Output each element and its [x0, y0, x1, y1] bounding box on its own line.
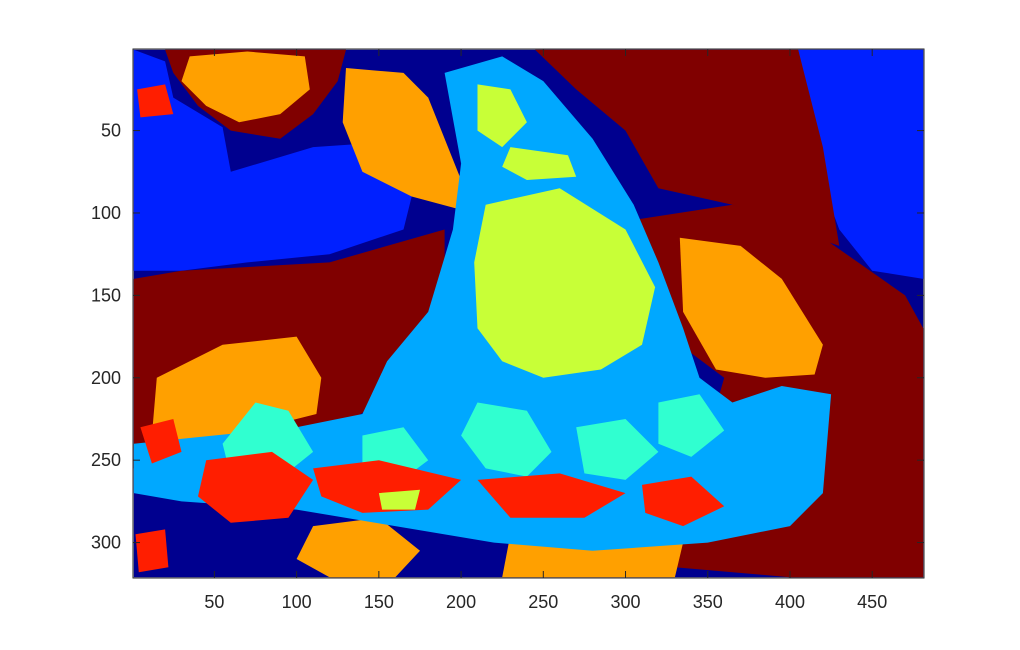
x-axis: 50 100 150 200 250 300 350 400 450: [204, 49, 887, 612]
segment-region-11: [296, 517, 420, 578]
segment-region-9: [679, 237, 823, 378]
segment-region-29: [378, 489, 420, 510]
y-tick-label: 300: [91, 533, 121, 553]
segment-region-16: [474, 188, 656, 378]
x-tick-label: 50: [204, 592, 224, 612]
segment-region-27: [135, 529, 169, 573]
segment-region-19: [461, 402, 552, 477]
segment-region-26: [140, 419, 182, 464]
x-tick-label: 350: [693, 592, 723, 612]
plot-area: [133, 49, 924, 578]
segment-region-21: [658, 394, 725, 457]
y-tick-label: 50: [101, 121, 121, 141]
y-tick-label: 200: [91, 368, 121, 388]
segment-region-20: [576, 419, 659, 480]
y-tick-label: 100: [91, 203, 121, 223]
y-axis: 50 100 150 200 250 300: [91, 121, 924, 553]
segment-region-8: [342, 68, 462, 210]
x-tick-label: 200: [446, 592, 476, 612]
x-tick-label: 250: [528, 592, 558, 612]
x-tick-label: 450: [857, 592, 887, 612]
y-tick-label: 250: [91, 450, 121, 470]
y-tick-label: 150: [91, 285, 121, 305]
segment-region-1: [133, 49, 412, 271]
axes-box: [132, 48, 925, 579]
segment-region-28: [137, 84, 174, 118]
x-tick-label: 150: [364, 592, 394, 612]
segment-region-24: [477, 473, 626, 518]
segment-region-15: [502, 147, 577, 180]
x-tick-label: 100: [282, 592, 312, 612]
segment-region-2: [798, 49, 924, 279]
segment-region-4: [535, 49, 840, 246]
segment-region-7: [181, 51, 310, 123]
x-tick-label: 400: [775, 592, 805, 612]
segment-region-14: [477, 84, 527, 148]
x-tick-label: 300: [611, 592, 641, 612]
segment-region-25: [642, 476, 725, 527]
segment-region-22: [198, 451, 314, 523]
segment-region-23: [313, 460, 462, 513]
